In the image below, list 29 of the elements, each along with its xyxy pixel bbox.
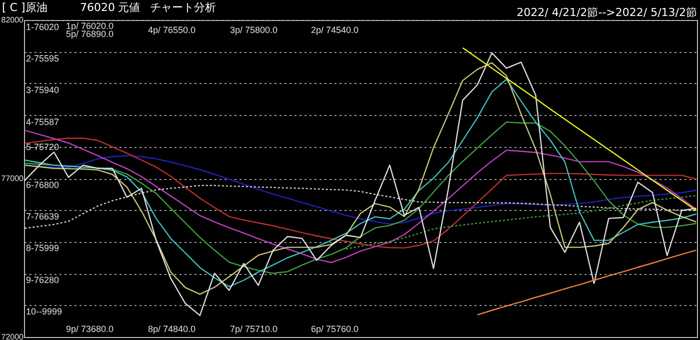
text: チャート分析	[150, 1, 216, 14]
annotation: 7p/ 75710.0	[230, 324, 278, 334]
annotation: 2-75595	[26, 54, 60, 64]
annotation: 3-75940	[26, 85, 60, 96]
annotation: 6p/ 75760.0	[311, 324, 359, 334]
annotation: 4-75587	[26, 116, 60, 127]
annotation: 2p/ 74540.0	[311, 25, 359, 35]
text: [ C ]原油	[2, 1, 48, 14]
y-tick-label: 77000	[1, 174, 24, 183]
annotation: 6-76800	[26, 180, 60, 190]
annotation: 7-76639	[26, 212, 60, 222]
line-series	[462, 47, 697, 212]
annotation: 8-75999	[26, 243, 60, 254]
line-series	[476, 250, 697, 316]
annotation: 5p/ 76890.0	[66, 29, 114, 39]
annotation: 8p/ 74840.0	[148, 324, 196, 334]
annotation: 9p/ 73680.0	[66, 324, 114, 334]
annotation: 9-76280	[26, 274, 60, 285]
text: 2022/ 4/21/2節-->2022/ 5/13/2節	[516, 6, 697, 19]
annotation: 1p/ 76020.0	[66, 21, 114, 31]
annotation: 4p/ 76550.0	[148, 25, 196, 35]
annotation: 1-76020	[26, 22, 60, 32]
annotation: 5-75720	[26, 142, 60, 152]
y-tick-label: 72000	[1, 332, 24, 340]
text: 76020	[80, 1, 115, 14]
annotation: 3p/ 75800.0	[230, 25, 278, 35]
y-tick-label: 82000	[1, 16, 24, 24]
annotation: 10--9999	[26, 306, 62, 316]
text: 元値	[118, 1, 140, 14]
